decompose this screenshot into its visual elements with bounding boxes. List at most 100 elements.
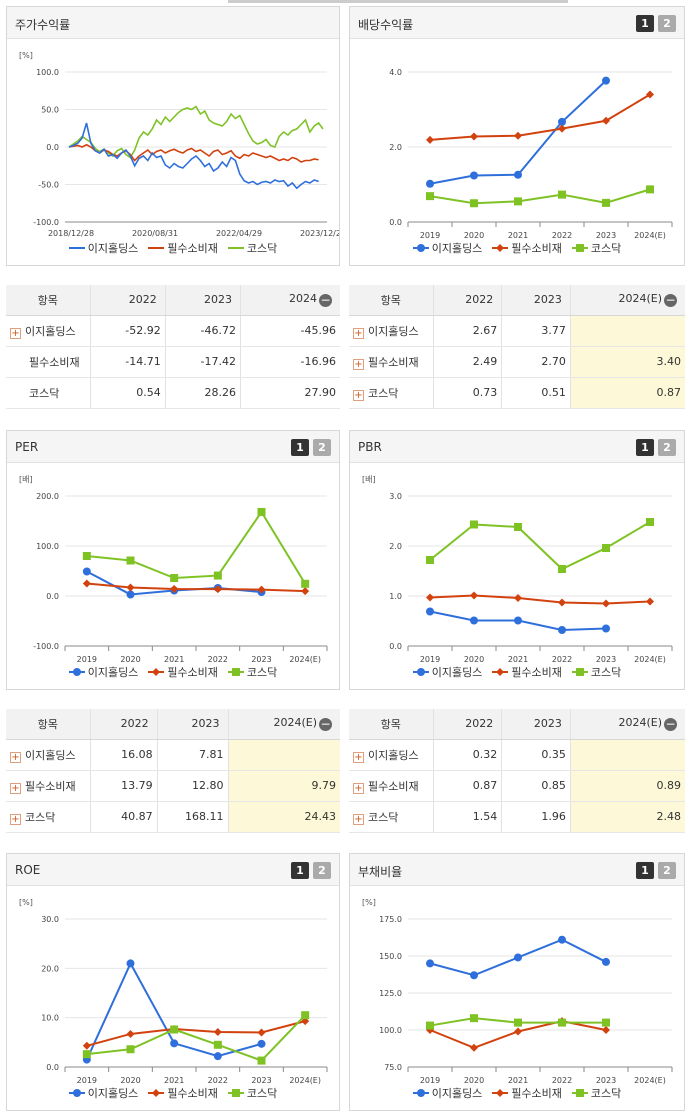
column-header: 2023 xyxy=(156,709,229,740)
data-point xyxy=(514,523,522,531)
value-cell: 0.89 xyxy=(569,770,685,802)
data-point xyxy=(126,959,135,968)
column-header: 2023 xyxy=(501,709,571,740)
table-row: + 이지홀딩스 -52.92 -46.72 -45.96 xyxy=(6,315,340,347)
row-label: 코스닥 xyxy=(368,386,399,400)
data-point xyxy=(82,567,91,576)
toggle-2-button[interactable]: 2 xyxy=(658,862,676,879)
collapse-column-icon[interactable]: − xyxy=(664,293,677,308)
value-cell: 0.51 xyxy=(501,377,571,409)
data-point xyxy=(514,1027,522,1036)
row-label-cell: + 이지홀딩스 xyxy=(349,739,433,771)
data-point xyxy=(558,117,566,126)
data-point xyxy=(496,668,505,676)
toggle-1-button[interactable]: 1 xyxy=(636,439,654,456)
per-table: 항목 2022 2023 2024(E) − + 이지홀딩스 16.08 7.81 + 필수소비재 1… xyxy=(6,709,340,833)
data-point xyxy=(496,244,505,252)
x-tick-label: 2019 xyxy=(420,231,440,240)
x-tick-label: 2019 xyxy=(77,1076,97,1085)
expand-icon[interactable]: + xyxy=(353,782,364,794)
data-point xyxy=(82,1050,91,1059)
legend-item[interactable]: 코스닥 xyxy=(571,664,621,680)
expand-icon[interactable]: + xyxy=(353,327,364,339)
expand-icon[interactable]: + xyxy=(10,751,21,763)
table-row: + 코스닥 0.73 0.51 0.87 xyxy=(349,377,685,409)
data-point xyxy=(514,1018,522,1027)
toggle-1-button[interactable]: 1 xyxy=(636,862,654,879)
x-tick-label: 2019 xyxy=(420,655,440,664)
data-point xyxy=(602,957,610,966)
data-point xyxy=(257,1039,266,1048)
dividend-yield-table: 항목 2022 2023 2024(E) − + 이지홀딩스 2.67 3.77 + 필수소비재 2.… xyxy=(349,285,685,409)
legend-swatch xyxy=(412,1089,429,1097)
x-tick-label: 2023 xyxy=(251,655,271,664)
legend-item[interactable]: 이지홀딩스 xyxy=(412,664,482,680)
value-cell xyxy=(569,739,685,771)
chart-legend: 이지홀딩스 필수소비재 코스닥 xyxy=(350,664,684,680)
legend-label: 코스닥 xyxy=(246,242,278,255)
legend-item[interactable]: 필수소비재 xyxy=(148,1085,218,1101)
panel-title: 배당수익률 xyxy=(358,18,414,32)
row-label: 필수소비재 xyxy=(29,355,80,369)
legend-item[interactable]: 이지홀딩스 xyxy=(68,664,138,680)
data-point xyxy=(72,1089,81,1097)
data-point xyxy=(602,1018,610,1027)
y-tick-label: 2.0 xyxy=(389,542,402,551)
legend-item[interactable]: 필수소비재 xyxy=(492,240,562,256)
legend-label: 이지홀딩스 xyxy=(87,1087,139,1100)
legend-item[interactable]: 필수소비재 xyxy=(148,664,218,680)
legend-item[interactable]: 필수소비재 xyxy=(148,240,218,256)
collapse-column-icon[interactable]: − xyxy=(319,293,332,308)
expand-icon[interactable]: + xyxy=(353,813,364,825)
data-point xyxy=(558,935,566,944)
data-point xyxy=(558,565,566,573)
collapse-column-icon[interactable]: − xyxy=(664,717,677,732)
legend-item[interactable]: 코스닥 xyxy=(571,1085,621,1101)
row-label-cell: + 이지홀딩스 xyxy=(349,315,433,347)
data-point xyxy=(257,507,266,516)
toggle-1-button[interactable]: 1 xyxy=(291,439,309,456)
data-point xyxy=(470,171,478,180)
x-tick-label: 2020 xyxy=(464,1076,484,1085)
y-tick-label: 75.0 xyxy=(384,1063,402,1072)
legend-label: 필수소비재 xyxy=(167,242,218,255)
chart-svg: [%] 30.0 20.0 10.0 0.0 2019 2020 2021 2022 2023 20… xyxy=(19,898,328,1085)
expand-icon[interactable]: + xyxy=(353,751,364,763)
legend-item[interactable]: 코스닥 xyxy=(227,1085,277,1101)
toggle-2-button[interactable]: 2 xyxy=(658,439,676,456)
expand-icon[interactable]: + xyxy=(10,327,21,339)
expand-icon[interactable]: + xyxy=(353,358,364,370)
y-tick-label: 200.0 xyxy=(36,492,59,501)
toggle-1-button[interactable]: 1 xyxy=(291,862,309,879)
data-point xyxy=(416,1089,425,1097)
column-header: 2022 xyxy=(89,709,158,740)
data-point xyxy=(426,607,434,616)
y-tick-label: 100.0 xyxy=(36,542,59,551)
x-tick-label: 2024(E) xyxy=(634,1076,666,1085)
legend-item[interactable]: 이지홀딩스 xyxy=(412,1085,482,1101)
legend-item[interactable]: 이지홀딩스 xyxy=(68,240,139,256)
legend-label: 이지홀딩스 xyxy=(87,242,139,255)
collapse-column-icon[interactable]: − xyxy=(319,717,332,732)
expand-icon[interactable]: + xyxy=(353,389,364,401)
toggle-2-button[interactable]: 2 xyxy=(313,439,331,456)
legend-item[interactable]: 코스닥 xyxy=(227,664,277,680)
value-cell: -17.42 xyxy=(164,346,241,378)
dividend-yield-chart: 4.0 2.0 0.0 2019 2020 2021 2022 2023 2024(E) 이지홀딩… xyxy=(350,40,684,266)
expand-icon[interactable]: + xyxy=(10,782,21,794)
legend-item[interactable]: 코스닥 xyxy=(571,240,621,256)
x-tick-label: 2022 xyxy=(208,1076,228,1085)
legend-item[interactable]: 이지홀딩스 xyxy=(412,240,482,256)
expand-icon[interactable]: + xyxy=(10,813,21,825)
toggle-2-button[interactable]: 2 xyxy=(313,862,331,879)
value-cell: 12.80 xyxy=(156,770,229,802)
toggle-2-button[interactable]: 2 xyxy=(658,15,676,32)
legend-item[interactable]: 코스닥 xyxy=(227,240,278,256)
y-tick-label: 0.0 xyxy=(389,642,402,651)
toggle-1-button[interactable]: 1 xyxy=(636,15,654,32)
data-point xyxy=(213,1040,222,1049)
legend-item[interactable]: 필수소비재 xyxy=(492,1085,562,1101)
value-cell: -46.72 xyxy=(164,315,241,347)
legend-item[interactable]: 필수소비재 xyxy=(492,664,562,680)
legend-item[interactable]: 이지홀딩스 xyxy=(68,1085,139,1101)
